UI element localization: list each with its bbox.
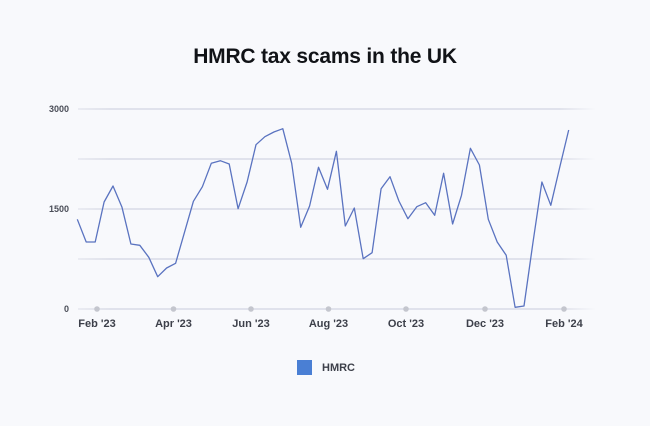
y-axis: 0 1500 3000	[49, 104, 69, 314]
legend: HMRC	[297, 360, 355, 375]
legend-swatch	[297, 360, 312, 375]
gridline	[78, 208, 596, 210]
x-tick-label: Jun '23	[232, 318, 269, 330]
y-tick-label: 3000	[49, 104, 69, 114]
x-tick-dot	[482, 306, 488, 312]
x-tick-label: Dec '23	[466, 318, 504, 330]
x-axis: Feb '23 Apr '23 Jun '23 Aug '23 Oct '23 Dec '…	[78, 306, 584, 330]
legend-label: HMRC	[322, 361, 355, 374]
gridlines	[78, 108, 596, 310]
x-tick-dot	[94, 306, 100, 312]
gridline	[78, 258, 596, 260]
gridline	[78, 108, 596, 110]
x-tick-dot	[403, 306, 409, 312]
y-tick-label: 0	[64, 304, 69, 314]
x-tick-label: Feb '23	[78, 318, 115, 330]
x-tick-dot	[561, 306, 567, 312]
x-tick-label: Oct '23	[388, 318, 424, 330]
series-line-hmrc	[76, 128, 570, 308]
gridline	[78, 308, 596, 310]
chart-title: HMRC tax scams in the UK	[193, 45, 457, 68]
y-tick-label: 1500	[49, 204, 69, 214]
x-tick-dot	[170, 306, 177, 312]
x-tick-label: Aug '23	[309, 318, 348, 330]
x-tick-dot	[325, 306, 332, 312]
x-tick-dot	[248, 306, 254, 312]
x-tick-label: Feb '24	[545, 318, 583, 330]
x-tick-label: Apr '23	[155, 318, 192, 330]
